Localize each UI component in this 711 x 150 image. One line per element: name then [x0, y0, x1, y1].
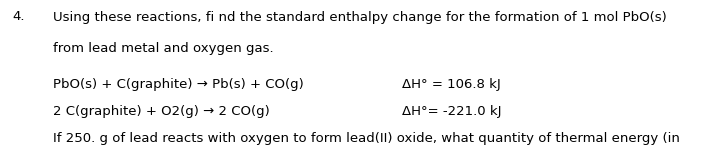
Text: from lead metal and oxygen gas.: from lead metal and oxygen gas. [53, 42, 274, 55]
Text: ΔH°= -221.0 kJ: ΔH°= -221.0 kJ [402, 105, 501, 118]
Text: If 250. g of lead reacts with oxygen to form lead(II) oxide, what quantity of th: If 250. g of lead reacts with oxygen to … [53, 132, 680, 145]
Text: PbO(s) + C(graphite) → Pb(s) + CO(g): PbO(s) + C(graphite) → Pb(s) + CO(g) [53, 78, 304, 91]
Text: 2 C(graphite) + O2(g) → 2 CO(g): 2 C(graphite) + O2(g) → 2 CO(g) [53, 105, 270, 118]
Text: 4.: 4. [13, 11, 26, 24]
Text: ΔH° = 106.8 kJ: ΔH° = 106.8 kJ [402, 78, 501, 91]
Text: Using these reactions, fi nd the standard enthalpy change for the formation of 1: Using these reactions, fi nd the standar… [53, 11, 667, 24]
